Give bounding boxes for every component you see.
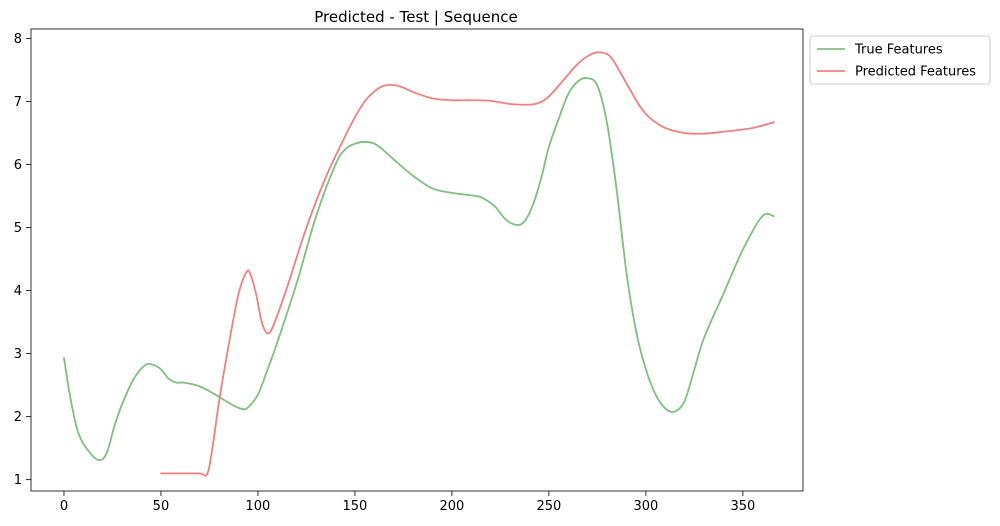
plot-area — [30, 28, 804, 492]
legend-box — [809, 35, 991, 85]
y-tick-label: 3 — [14, 347, 22, 362]
x-tick-label: 50 — [153, 499, 170, 514]
y-axis: 1 2 3 4 5 6 7 8 — [14, 32, 31, 488]
x-tick-label: 200 — [440, 499, 465, 514]
y-tick-label: 6 — [14, 158, 22, 173]
y-tick-label: 7 — [14, 95, 22, 110]
chart-title: Predicted - Test | Sequence — [314, 8, 517, 26]
x-tick-label: 300 — [633, 499, 658, 514]
x-tick-label: 100 — [246, 499, 271, 514]
y-tick-label: 8 — [14, 32, 22, 47]
legend-label: Predicted Features — [855, 65, 976, 80]
y-tick-label: 2 — [14, 410, 22, 425]
legend-label: True Features — [854, 43, 943, 58]
x-axis: 0 50 100 150 200 250 300 350 — [60, 491, 755, 514]
legend: True Features Predicted Features — [809, 35, 991, 85]
predicted-features-line — [160, 51, 775, 477]
x-tick-label: 250 — [536, 499, 561, 514]
x-tick-label: 150 — [343, 499, 368, 514]
series-layer — [63, 51, 775, 477]
y-tick-label: 5 — [14, 221, 22, 236]
x-tick-label: 0 — [60, 499, 68, 514]
y-tick-label: 4 — [14, 284, 22, 299]
x-tick-label: 350 — [730, 499, 755, 514]
true-features-line — [63, 77, 775, 462]
y-tick-label: 1 — [14, 473, 22, 488]
